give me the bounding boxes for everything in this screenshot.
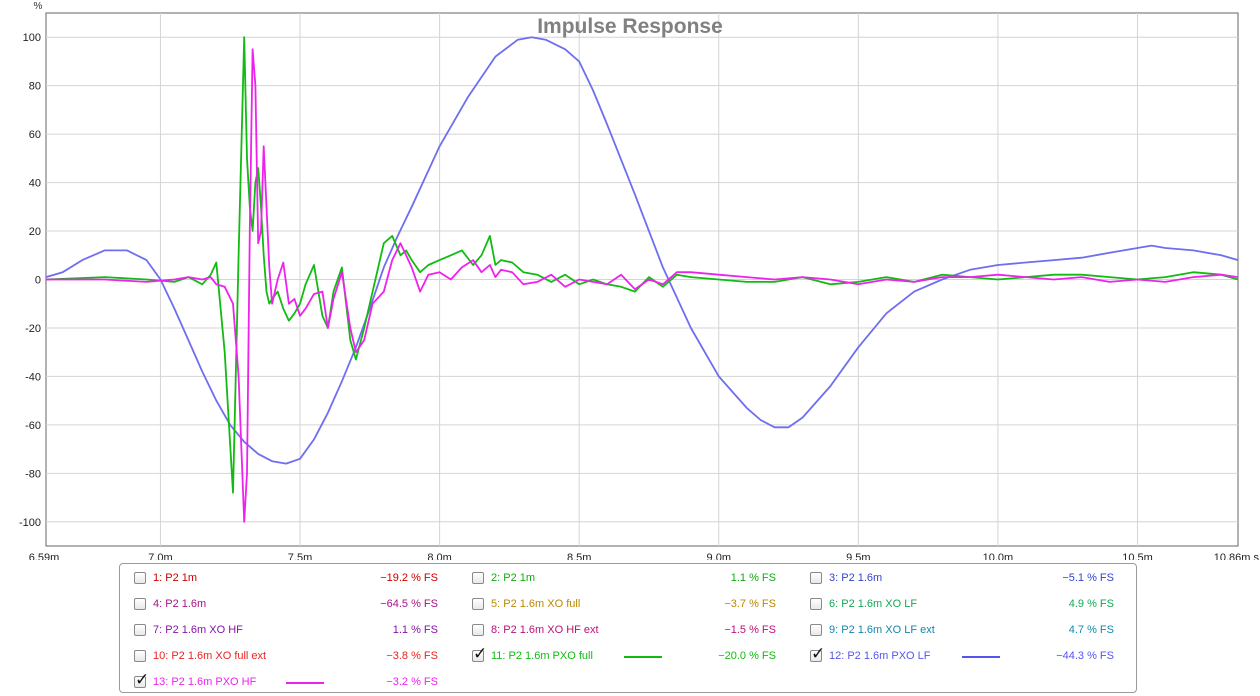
- legend-label: 13: P2 1.6m PXO HF: [153, 676, 257, 688]
- legend-value: −64.5 % FS: [380, 598, 438, 610]
- y-tick-label: -20: [25, 323, 41, 335]
- legend-label: 3: P2 1.6m: [829, 572, 883, 584]
- legend-item[interactable]: 13: P2 1.6m PXO HF −3.2 % FS: [120, 670, 450, 695]
- legend-checkbox[interactable]: [810, 598, 822, 610]
- y-tick-label: -100: [19, 517, 41, 529]
- x-tick-label: 7.0m: [148, 552, 172, 560]
- legend-item[interactable]: 7: P2 1.6m XO HF 1.1 % FS: [120, 619, 450, 643]
- y-tick-label: 80: [29, 81, 41, 93]
- y-unit-label: %: [34, 1, 43, 12]
- y-axis: 100 80 60 40 20 0 -20 -40 -60 -80 -100: [19, 32, 41, 529]
- legend-checkbox[interactable]: [810, 644, 825, 664]
- legend-label: 10: P2 1.6m XO full ext: [153, 650, 267, 662]
- legend-item[interactable]: 9: P2 1.6m XO LF ext 4.7 % FS: [796, 619, 1126, 643]
- legend-checkbox[interactable]: [134, 670, 149, 690]
- y-tick-label: 20: [29, 226, 41, 238]
- impulse-response-plot[interactable]: 100 80 60 40 20 0 -20 -40 -60 -80 -100 6.59m 7.0m 7.…: [0, 0, 1260, 560]
- y-tick-label: 60: [29, 129, 41, 141]
- legend-value: −44.3 % FS: [1056, 650, 1114, 662]
- legend-value: −3.7 % FS: [724, 598, 776, 610]
- legend-value: −20.0 % FS: [718, 650, 776, 662]
- legend-value: 4.7 % FS: [1068, 624, 1114, 636]
- legend-checkbox[interactable]: [134, 624, 146, 636]
- x-tick-label: 10.86m s: [1214, 552, 1260, 560]
- series-line-3: [46, 48, 1238, 523]
- legend-value: −19.2 % FS: [380, 572, 438, 584]
- legend-value: −3.8 % FS: [386, 650, 438, 662]
- legend-line-swatch: [962, 656, 1000, 658]
- legend-item[interactable]: 12: P2 1.6m PXO LF −44.3 % FS: [796, 644, 1126, 669]
- legend-value: 1.1 % FS: [392, 624, 438, 636]
- legend-item[interactable]: 1: P2 1m −19.2 % FS: [120, 567, 450, 591]
- legend-value: 4.9 % FS: [1068, 598, 1114, 610]
- x-tick-label: 10.0m: [983, 552, 1014, 560]
- y-tick-label: -80: [25, 468, 41, 480]
- legend-line-swatch: [624, 656, 662, 658]
- x-tick-label: 7.5m: [288, 552, 312, 560]
- x-axis: 6.59m 7.0m 7.5m 8.0m 8.5m 9.0m 9.5m 10.0m 10.5m 1…: [29, 552, 1260, 560]
- legend-item[interactable]: 6: P2 1.6m XO LF 4.9 % FS: [796, 593, 1126, 617]
- legend-label: 7: P2 1.6m XO HF: [153, 624, 243, 636]
- legend-label: 2: P2 1m: [491, 572, 536, 584]
- legend-label: 5: P2 1.6m XO full: [491, 598, 581, 610]
- legend-item[interactable]: 5: P2 1.6m XO full −3.7 % FS: [458, 593, 788, 617]
- legend-item[interactable]: 3: P2 1.6m −5.1 % FS: [796, 567, 1126, 591]
- legend-label: 11: P2 1.6m PXO full: [491, 650, 593, 662]
- legend-label: 9: P2 1.6m XO LF ext: [829, 624, 935, 636]
- x-tick-label: 8.5m: [567, 552, 591, 560]
- y-tick-label: -60: [25, 420, 41, 432]
- legend-checkbox[interactable]: [134, 598, 146, 610]
- legend-label: 8: P2 1.6m XO HF ext: [491, 624, 599, 636]
- x-tick-label: 9.5m: [846, 552, 870, 560]
- y-tick-label: 40: [29, 178, 41, 190]
- chart-title: Impulse Response: [537, 15, 723, 38]
- legend-item[interactable]: 4: P2 1.6m −64.5 % FS: [120, 593, 450, 617]
- legend-label: 4: P2 1.6m: [153, 598, 207, 610]
- legend-checkbox[interactable]: [472, 598, 484, 610]
- legend-checkbox[interactable]: [810, 624, 822, 636]
- legend-line-swatch: [286, 682, 324, 684]
- y-tick-label: 0: [35, 275, 41, 287]
- legend-checkbox[interactable]: [472, 644, 487, 664]
- series-line-1: [46, 36, 1238, 465]
- series-line-2: [46, 36, 1238, 494]
- series-group: [46, 36, 1238, 523]
- x-tick-label: 10.5m: [1122, 552, 1153, 560]
- x-tick-label: 6.59m: [29, 552, 60, 560]
- legend-checkbox[interactable]: [472, 624, 484, 636]
- legend-label: 12: P2 1.6m PXO LF: [829, 650, 931, 662]
- legend-checkbox[interactable]: [134, 572, 146, 584]
- legend-value: −5.1 % FS: [1062, 572, 1114, 584]
- x-tick-label: 8.0m: [427, 552, 451, 560]
- legend-value: 1.1 % FS: [730, 572, 776, 584]
- legend-item[interactable]: 8: P2 1.6m XO HF ext −1.5 % FS: [458, 619, 788, 643]
- legend-value: −3.2 % FS: [386, 676, 438, 688]
- legend-item[interactable]: 11: P2 1.6m PXO full −20.0 % FS: [458, 644, 788, 669]
- legend-checkbox[interactable]: [134, 650, 146, 662]
- legend-item[interactable]: 2: P2 1m 1.1 % FS: [458, 567, 788, 591]
- legend-value: −1.5 % FS: [724, 624, 776, 636]
- legend-panel: 1: P2 1m −19.2 % FS 2: P2 1m 1.1 % FS 3: P2 …: [119, 563, 1137, 693]
- y-tick-label: 100: [23, 32, 41, 44]
- legend-checkbox[interactable]: [810, 572, 822, 584]
- legend-label: 1: P2 1m: [153, 572, 198, 584]
- y-tick-label: -40: [25, 371, 41, 383]
- legend-label: 6: P2 1.6m XO LF: [829, 598, 918, 610]
- legend-checkbox[interactable]: [472, 572, 484, 584]
- x-tick-label: 9.0m: [707, 552, 731, 560]
- legend-item[interactable]: 10: P2 1.6m XO full ext −3.8 % FS: [120, 645, 450, 669]
